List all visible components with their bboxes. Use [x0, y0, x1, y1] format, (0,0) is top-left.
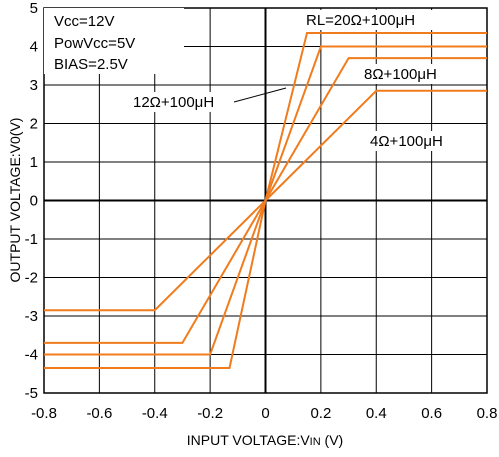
condition-vcc: Vcc=12V: [54, 13, 114, 30]
x-tick-label-5: 0.2: [310, 405, 331, 422]
series-label-12ohm: 12Ω+100μH: [133, 94, 214, 111]
y-tick-label-2: 3: [30, 77, 38, 94]
condition-powvcc: PowVcc=5V: [54, 35, 135, 52]
y-tick-label-8: -3: [25, 308, 38, 325]
series-label-20ohm: RL=20Ω+100μH: [306, 12, 415, 29]
y-tick-label-4: 1: [30, 154, 38, 171]
series-line-3: [44, 89, 487, 312]
x-tick-label-8: 0.8: [477, 405, 498, 422]
y-tick-label-9: -4: [25, 347, 38, 364]
y-tick-label-6: -1: [25, 231, 38, 248]
y-tick-label-7: -2: [25, 270, 38, 287]
x-tick-label-3: -0.2: [197, 405, 223, 422]
x-tick-label-0: -0.8: [31, 405, 57, 422]
y-tick-label-0: 5: [30, 0, 38, 17]
y-axis-title: OUTPUT VOLTAGE:V0(V): [7, 118, 23, 283]
y-tick-label-3: 2: [30, 116, 38, 133]
x-tick-label-2: -0.4: [142, 405, 168, 422]
tick-labels: -0.8 -0.6 -0.4 -0.2 0 0.2 0.4 0.6 0.8 5 4 3 2 1 0 -1 -2 -…: [25, 0, 498, 422]
x-axis-title: INPUT VOLTAGE:VIN (V): [187, 432, 343, 448]
x-tick-label-1: -0.6: [86, 405, 112, 422]
x-tick-label-6: 0.4: [366, 405, 387, 422]
y-tick-label-1: 4: [30, 39, 38, 56]
condition-bias: BIAS=2.5V: [54, 56, 128, 73]
y-tick-label-5: 0: [30, 193, 38, 210]
y-tick-label-10: -5: [25, 385, 38, 402]
series-lines: [44, 32, 487, 369]
x-tick-label-7: 0.6: [421, 405, 442, 422]
series-label-12ohm-leader: [233, 87, 287, 103]
series-label-8ohm: 8Ω+100μH: [364, 66, 437, 83]
x-tick-label-4: 0: [261, 405, 269, 422]
series-label-4ohm: 4Ω+100μH: [370, 133, 443, 150]
conditions-box: Vcc=12V PowVcc=5V BIAS=2.5V: [44, 8, 184, 74]
